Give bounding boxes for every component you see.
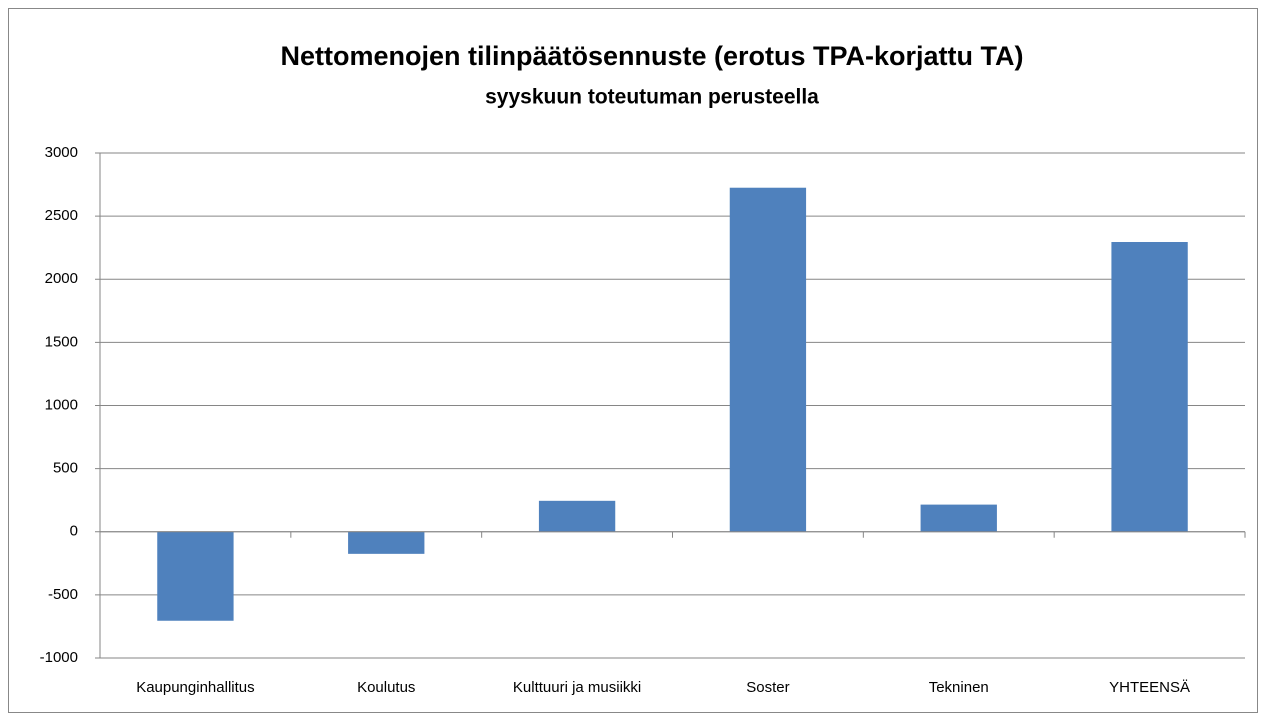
chart-title: Nettomenojen tilinpäätösennuste (erotus … (280, 41, 1023, 71)
bar (1111, 242, 1188, 532)
x-tick-label: Kaupunginhallitus (136, 679, 254, 696)
x-tick-label: YHTEENSÄ (1109, 679, 1190, 696)
y-tick-label: 0 (70, 523, 78, 540)
y-tick-label: 500 (53, 460, 78, 477)
bar (729, 187, 807, 532)
x-tick-label: Koulutus (357, 679, 415, 696)
x-tick-label: Soster (746, 679, 789, 696)
y-tick-label: 1500 (45, 333, 78, 350)
x-tick-label: Kulttuuri ja musiikki (513, 679, 641, 696)
y-tick-label: 3000 (45, 144, 78, 161)
y-tick-label: 2000 (45, 270, 78, 287)
x-tick-label: Tekninen (929, 679, 989, 696)
y-tick-label: 2500 (45, 207, 78, 224)
y-tick-label: 1000 (45, 396, 78, 413)
bar (348, 531, 425, 554)
bar (920, 504, 997, 532)
bar (157, 531, 234, 621)
chart-subtitle: syyskuun toteutuman perusteella (485, 86, 819, 109)
y-tick-label: -500 (48, 586, 78, 603)
bar (538, 500, 616, 532)
y-tick-label: -1000 (40, 649, 78, 666)
